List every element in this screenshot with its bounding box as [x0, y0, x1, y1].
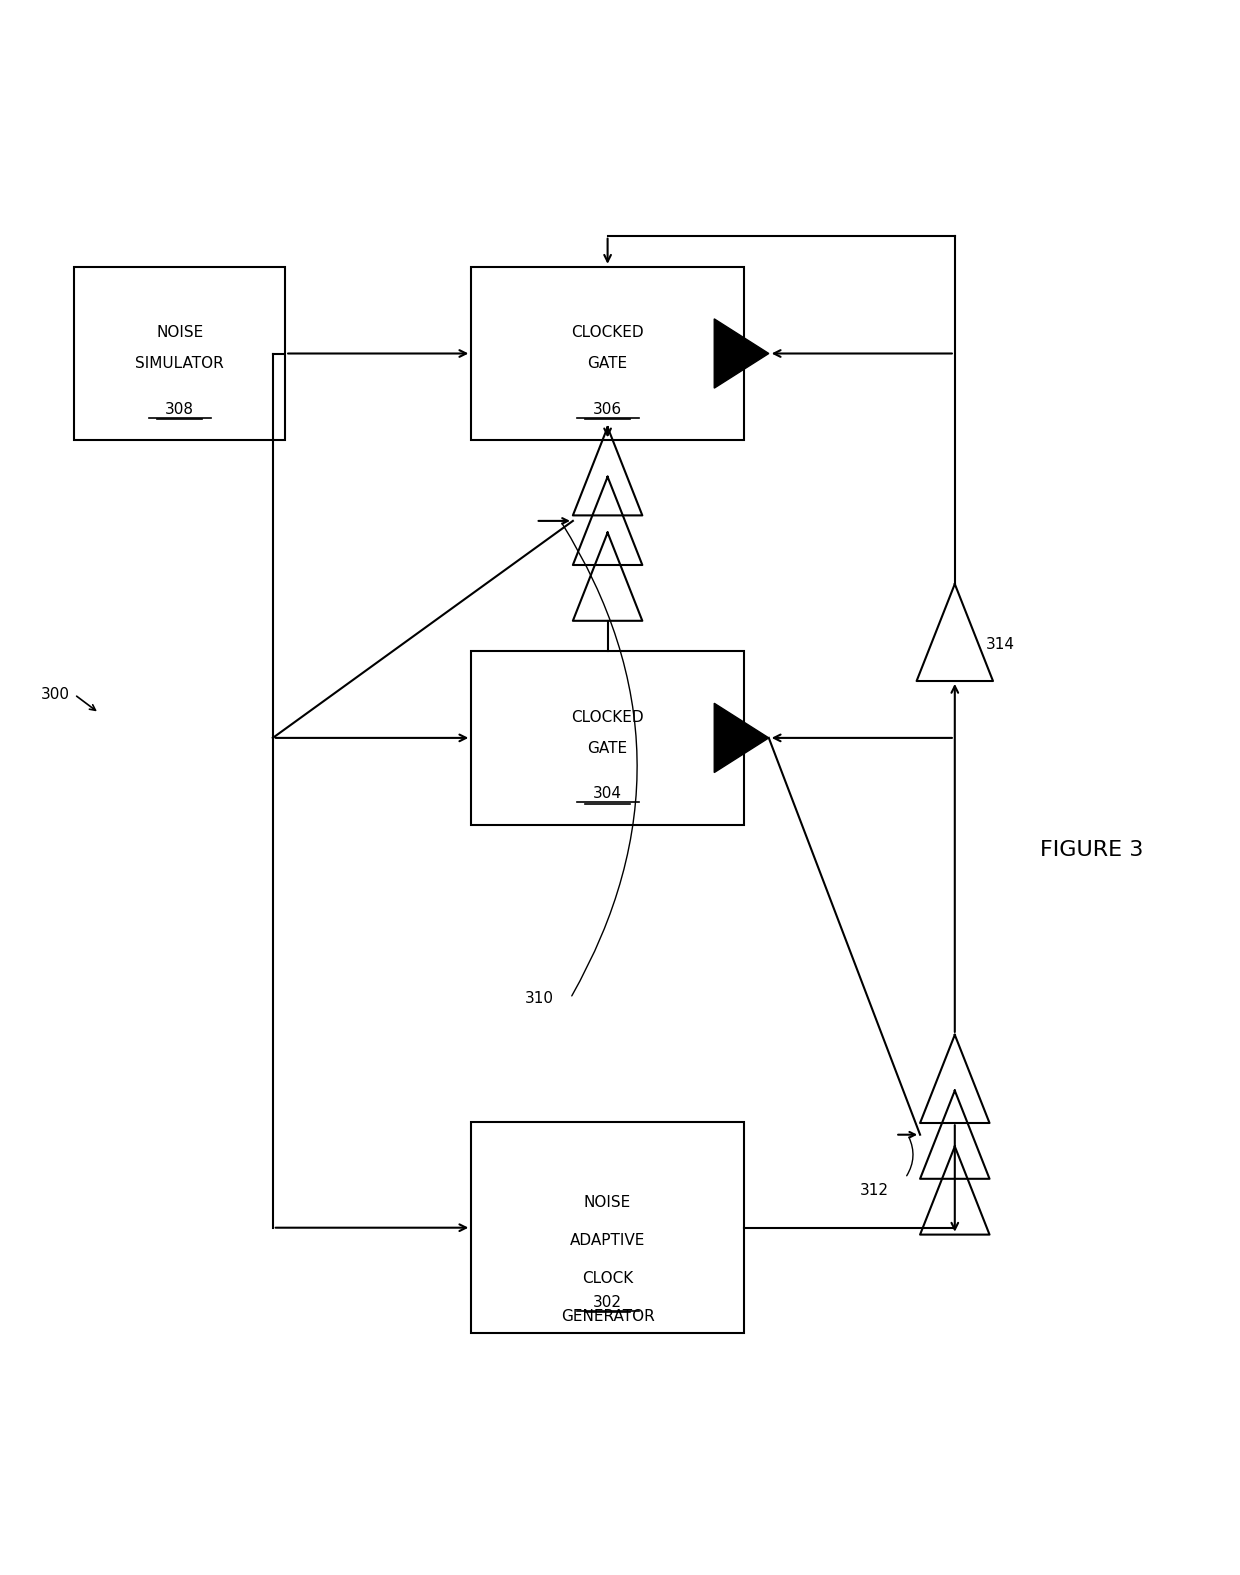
Text: 300: 300 [41, 687, 71, 702]
Text: FIGURE 3: FIGURE 3 [1039, 839, 1143, 860]
Text: 314: 314 [986, 638, 1014, 652]
Text: GENERATOR: GENERATOR [560, 1309, 655, 1323]
Text: NOISE: NOISE [156, 324, 203, 340]
FancyBboxPatch shape [471, 266, 744, 441]
Text: CLOCKED: CLOCKED [572, 324, 644, 340]
Text: GATE: GATE [588, 740, 627, 756]
Polygon shape [714, 704, 769, 773]
FancyBboxPatch shape [471, 650, 744, 825]
Text: 310: 310 [525, 991, 554, 1006]
Text: 312: 312 [859, 1183, 889, 1199]
Text: ADAPTIVE: ADAPTIVE [570, 1233, 645, 1247]
Text: GATE: GATE [588, 356, 627, 372]
Text: NOISE: NOISE [584, 1195, 631, 1210]
Text: CLOCKED: CLOCKED [572, 710, 644, 725]
FancyBboxPatch shape [471, 1123, 744, 1332]
Text: SIMULATOR: SIMULATOR [135, 356, 224, 372]
Text: 302: 302 [593, 1295, 622, 1309]
Polygon shape [714, 318, 769, 387]
Text: 306: 306 [593, 402, 622, 417]
Text: CLOCK: CLOCK [582, 1271, 634, 1285]
Text: 308: 308 [165, 402, 195, 417]
FancyBboxPatch shape [74, 266, 285, 441]
Text: 304: 304 [593, 786, 622, 802]
